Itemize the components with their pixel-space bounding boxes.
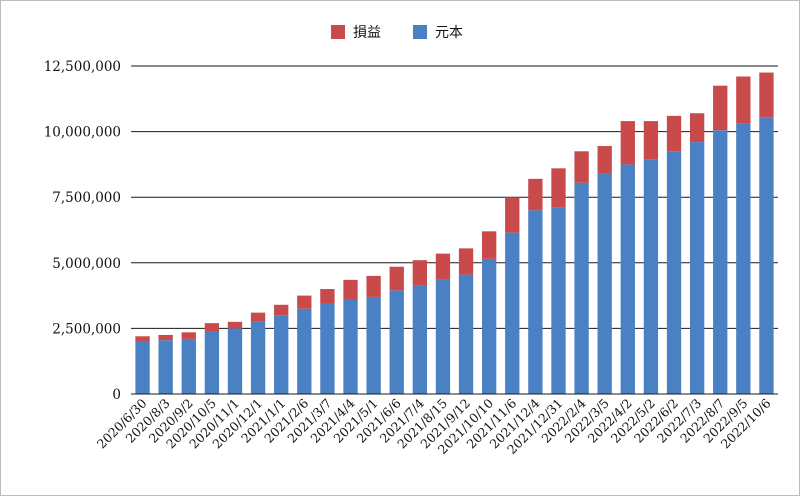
bar-principal-2022/2/4	[574, 182, 589, 394]
bar-principal-2020/12/1	[250, 321, 266, 394]
bar-principal-2021/5/1	[366, 296, 381, 394]
legend-swatch	[413, 25, 427, 39]
bar-profit-2021/2/6	[297, 295, 312, 309]
bar-profit-2022/9/5	[736, 76, 751, 124]
bar-principal-2022/6/2	[666, 151, 682, 394]
bar-profit-2021/5/1	[366, 275, 381, 297]
bar-principal-2022/10/6	[759, 117, 774, 394]
bar-profit-2021/11/6	[505, 197, 520, 233]
bar-profit-2021/1/1	[274, 304, 289, 316]
y-tick-label: 5,000,000	[52, 256, 121, 272]
y-axis-ticks: 0 2,500,000 5,000,000 7,500,000 10,000,000 12…	[44, 59, 121, 403]
bar-profit-2021/9/12	[458, 248, 474, 275]
legend-label: 元本	[435, 25, 463, 41]
bar-profit-2022/2/4	[574, 151, 589, 183]
legend-swatch	[331, 25, 345, 39]
bar-principal-2022/8/7	[713, 130, 728, 394]
x-axis-ticks: 2020/6/302020/8/32020/9/22020/10/52020/1…	[94, 395, 774, 457]
bar-profit-2022/10/6	[759, 72, 774, 118]
bar-principal-2021/7/4	[412, 285, 428, 394]
bar-profit-2020/6/30	[135, 336, 150, 342]
bar-profit-2021/12/31	[551, 168, 566, 208]
bar-profit-2020/12/1	[250, 312, 266, 322]
y-tick-label: 2,500,000	[52, 321, 121, 337]
bar-principal-2022/9/5	[736, 123, 751, 394]
legend: 損益 元本	[331, 25, 463, 41]
bar-profit-2021/8/15	[435, 253, 451, 280]
bar-profit-2021/6/6	[389, 266, 404, 291]
bar-profit-2021/12/4	[528, 178, 543, 211]
bar-principal-2021/9/12	[458, 274, 474, 394]
bar-principal-2021/8/15	[435, 279, 451, 394]
bar-principal-2021/11/6	[505, 232, 520, 394]
bar-principal-2020/11/1	[227, 328, 243, 394]
bar-principal-2020/9/2	[181, 338, 196, 394]
bar-profit-2020/10/5	[204, 323, 220, 332]
bar-principal-2021/3/7	[320, 303, 335, 394]
bar-principal-2020/8/3	[158, 340, 173, 394]
y-tick-label: 10,000,000	[44, 125, 121, 141]
bar-principal-2020/6/30	[135, 341, 150, 394]
bar-profit-2022/5/2	[643, 121, 659, 160]
y-tick-label: 7,500,000	[52, 190, 121, 206]
bar-profit-2021/7/4	[412, 260, 428, 286]
bar-principal-2022/4/2	[620, 164, 635, 394]
bar-principal-2020/10/5	[204, 331, 220, 394]
y-tick-label: 0	[112, 387, 121, 403]
bar-profit-2022/7/3	[689, 113, 705, 143]
bar-principal-2021/1/1	[274, 315, 289, 394]
bar-principal-2021/6/6	[389, 290, 404, 394]
bar-profit-2022/6/2	[666, 115, 682, 152]
bar-principal-2021/10/10	[481, 258, 497, 394]
bar-principal-2022/5/2	[643, 159, 659, 394]
bar-principal-2022/7/3	[689, 142, 705, 394]
bar-profit-2022/3/5	[597, 146, 612, 174]
bar-profit-2021/4/4	[343, 279, 358, 300]
bar-principal-2021/2/6	[297, 308, 312, 394]
bar-profit-2020/9/2	[181, 332, 196, 339]
y-tick-label: 12,500,000	[44, 59, 121, 75]
bar-principal-2021/12/4	[528, 210, 543, 394]
bar-profit-2021/3/7	[320, 289, 335, 304]
bars	[135, 72, 774, 394]
bar-profit-2020/11/1	[227, 321, 243, 329]
bar-profit-2022/8/7	[713, 85, 728, 131]
bar-profit-2021/10/10	[481, 231, 497, 259]
legend-label: 損益	[353, 25, 381, 41]
bar-profit-2020/8/3	[158, 334, 173, 341]
bar-principal-2022/3/5	[597, 173, 612, 394]
bar-principal-2021/4/4	[343, 299, 358, 394]
bar-principal-2021/12/31	[551, 207, 566, 394]
bar-profit-2022/4/2	[620, 121, 635, 165]
